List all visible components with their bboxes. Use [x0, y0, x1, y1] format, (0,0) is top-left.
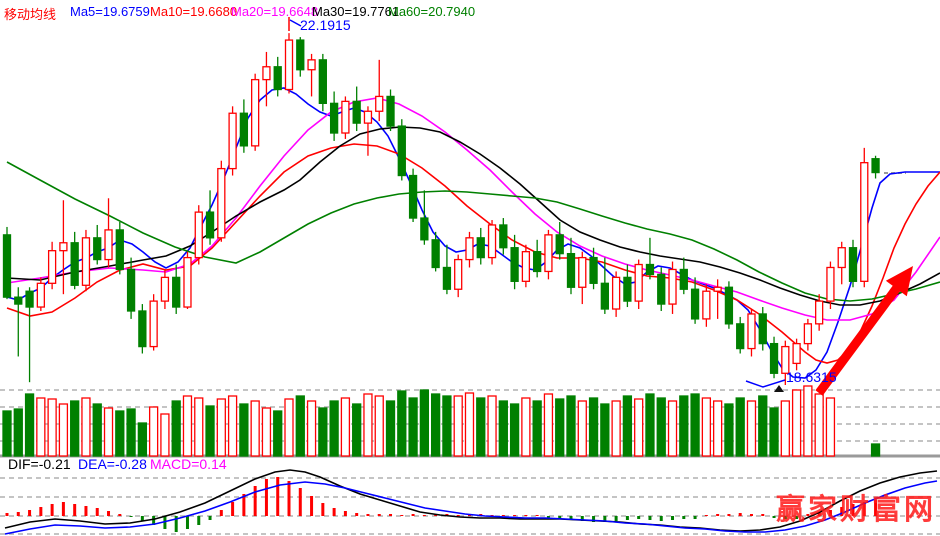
chart-title: 移动均线 [4, 7, 57, 22]
ma-line-ma5 [6, 87, 940, 379]
macd-line-dea [4, 480, 938, 535]
uptrend-arrow-icon [815, 266, 913, 396]
ma-line-ma30 [6, 126, 940, 306]
macd-line-dif [4, 469, 938, 532]
dea-label: DEA=-0.28 [78, 456, 147, 472]
watermark: 赢家财富网 [775, 494, 936, 526]
ma5-label: Ma5=19.6759 [70, 4, 150, 19]
ma60-label: Ma60=20.7940 [388, 4, 476, 19]
ma10-label: Ma10=19.6680 [150, 4, 238, 19]
annotations-layer [288, 17, 913, 396]
candles-layer [2, 33, 880, 385]
volume-layer [2, 385, 881, 457]
dif-label: DIF=-0.21 [8, 456, 71, 472]
ma-lines-layer [6, 87, 940, 379]
macd-layer [4, 469, 938, 535]
macd-label: MACD=0.14 [150, 456, 227, 472]
ma30-label: Ma30=19.7761 [312, 4, 400, 19]
ma-line-ma60 [6, 161, 940, 302]
trough-marker-icon [774, 385, 784, 392]
ma20-label: Ma20=19.6648 [231, 4, 319, 19]
ma-line-ma20 [6, 97, 940, 321]
peak-price-label: 22.1915 [300, 17, 351, 33]
trough-price-label: 18.6315 [786, 369, 837, 385]
